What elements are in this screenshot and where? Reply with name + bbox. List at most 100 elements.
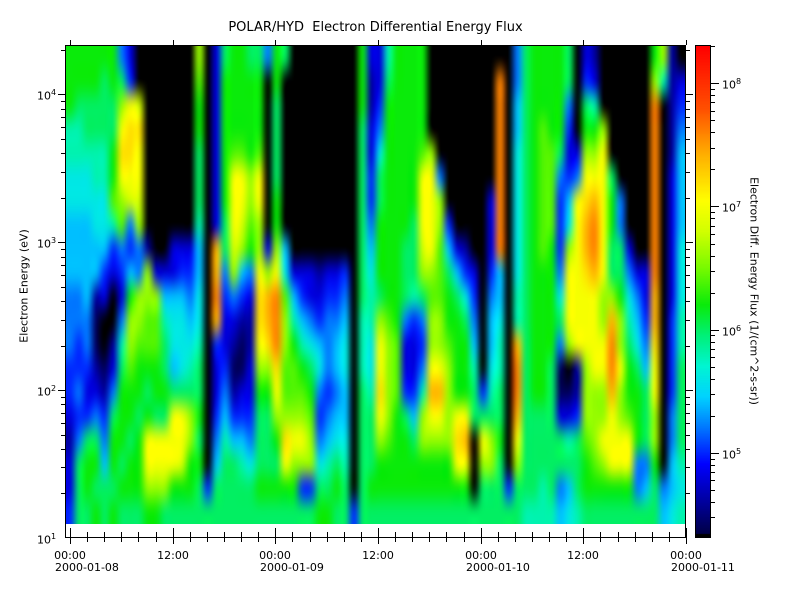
tick-mark (498, 538, 499, 542)
tick-mark (361, 538, 362, 542)
tick-mark (121, 538, 122, 542)
tick-mark (549, 538, 550, 542)
tick-mark (464, 538, 465, 542)
tick-mark (190, 532, 191, 538)
tick-mark (711, 416, 715, 417)
colorbar (695, 45, 711, 538)
x-tick-date-label: 2000-01-10 (466, 561, 530, 574)
tick-mark (711, 83, 719, 84)
tick-mark (61, 320, 65, 321)
tick-mark (711, 169, 715, 170)
tick-mark (258, 532, 259, 538)
tick-mark (686, 275, 690, 276)
tick-mark (618, 538, 619, 542)
tick-mark (61, 397, 65, 398)
tick-mark (121, 532, 122, 538)
tick-mark (686, 467, 690, 468)
x-tick-date-label: 2000-01-08 (55, 561, 119, 574)
tick-mark (61, 275, 65, 276)
colorbar-canvas (696, 46, 710, 537)
tick-mark (207, 532, 208, 538)
tick-mark (686, 198, 690, 199)
tick-mark (583, 528, 584, 538)
tick-mark (600, 532, 601, 538)
y-axis-label: Electron Energy (eV) (17, 229, 31, 343)
x-tick-time-label: 12:00 (567, 549, 599, 562)
tick-mark (583, 40, 584, 45)
tick-mark (711, 330, 719, 331)
tick-mark (61, 127, 65, 128)
tick-mark (711, 256, 715, 257)
tick-mark (412, 538, 413, 542)
tick-mark (241, 538, 242, 542)
tick-mark (481, 40, 482, 45)
tick-mark (686, 413, 690, 414)
tick-mark (686, 301, 690, 302)
tick-mark (711, 293, 715, 294)
tick-mark (686, 493, 690, 494)
tick-mark (566, 532, 567, 538)
x-tick-time-label: 00:00 (259, 549, 291, 562)
tick-mark (652, 532, 653, 538)
tick-mark (686, 94, 693, 95)
tick-mark (711, 46, 715, 47)
tick-mark (686, 346, 690, 347)
tick-mark (429, 532, 430, 538)
tick-mark (711, 226, 715, 227)
tick-mark (61, 467, 65, 468)
tick-mark (310, 532, 311, 538)
tick-mark (446, 532, 447, 538)
colorbar-label: Electron Diff. Energy Flux (1/(cm^2-s-sr… (747, 177, 761, 405)
tick-mark (58, 94, 65, 95)
tick-mark (686, 40, 687, 45)
tick-mark (686, 153, 690, 154)
tick-mark (711, 357, 715, 358)
tick-mark (61, 257, 65, 258)
tick-mark (481, 538, 482, 544)
tick-mark (61, 101, 65, 102)
tick-mark (583, 538, 584, 544)
tick-mark (686, 449, 690, 450)
tick-mark (481, 528, 482, 538)
tick-mark (138, 538, 139, 542)
tick-mark (652, 538, 653, 542)
tick-mark (686, 127, 690, 128)
tick-mark (61, 413, 65, 414)
spectrogram-canvas (66, 46, 685, 524)
tick-mark (58, 390, 65, 391)
tick-mark (566, 538, 567, 542)
tick-mark (275, 528, 276, 538)
tick-mark (711, 244, 715, 245)
tick-mark (618, 532, 619, 538)
y-tick-label: 101 (37, 532, 57, 547)
tick-mark (61, 404, 65, 405)
tick-mark (711, 517, 715, 518)
x-tick-time-label: 00:00 (465, 549, 497, 562)
tick-mark (686, 538, 687, 544)
tick-mark (686, 320, 690, 321)
x-tick-date-label: 2000-01-11 (671, 561, 735, 574)
tick-mark (686, 265, 690, 266)
tick-mark (686, 390, 693, 391)
tick-mark (686, 109, 690, 110)
colorbar-tick-label: 108 (722, 77, 742, 92)
tick-mark (58, 242, 65, 243)
tick-mark (686, 117, 690, 118)
tick-mark (156, 532, 157, 538)
tick-mark (711, 335, 715, 336)
tick-mark (61, 117, 65, 118)
tick-mark (686, 172, 690, 173)
tick-mark (190, 538, 191, 542)
tick-mark (498, 532, 499, 538)
y-tick-label: 102 (37, 384, 57, 399)
tick-mark (61, 423, 65, 424)
tick-mark (310, 538, 311, 542)
tick-mark (378, 40, 379, 45)
tick-mark (412, 532, 413, 538)
tick-mark (686, 435, 690, 436)
tick-mark (711, 102, 715, 103)
tick-mark (207, 538, 208, 542)
tick-mark (395, 538, 396, 542)
tick-mark (711, 342, 715, 343)
